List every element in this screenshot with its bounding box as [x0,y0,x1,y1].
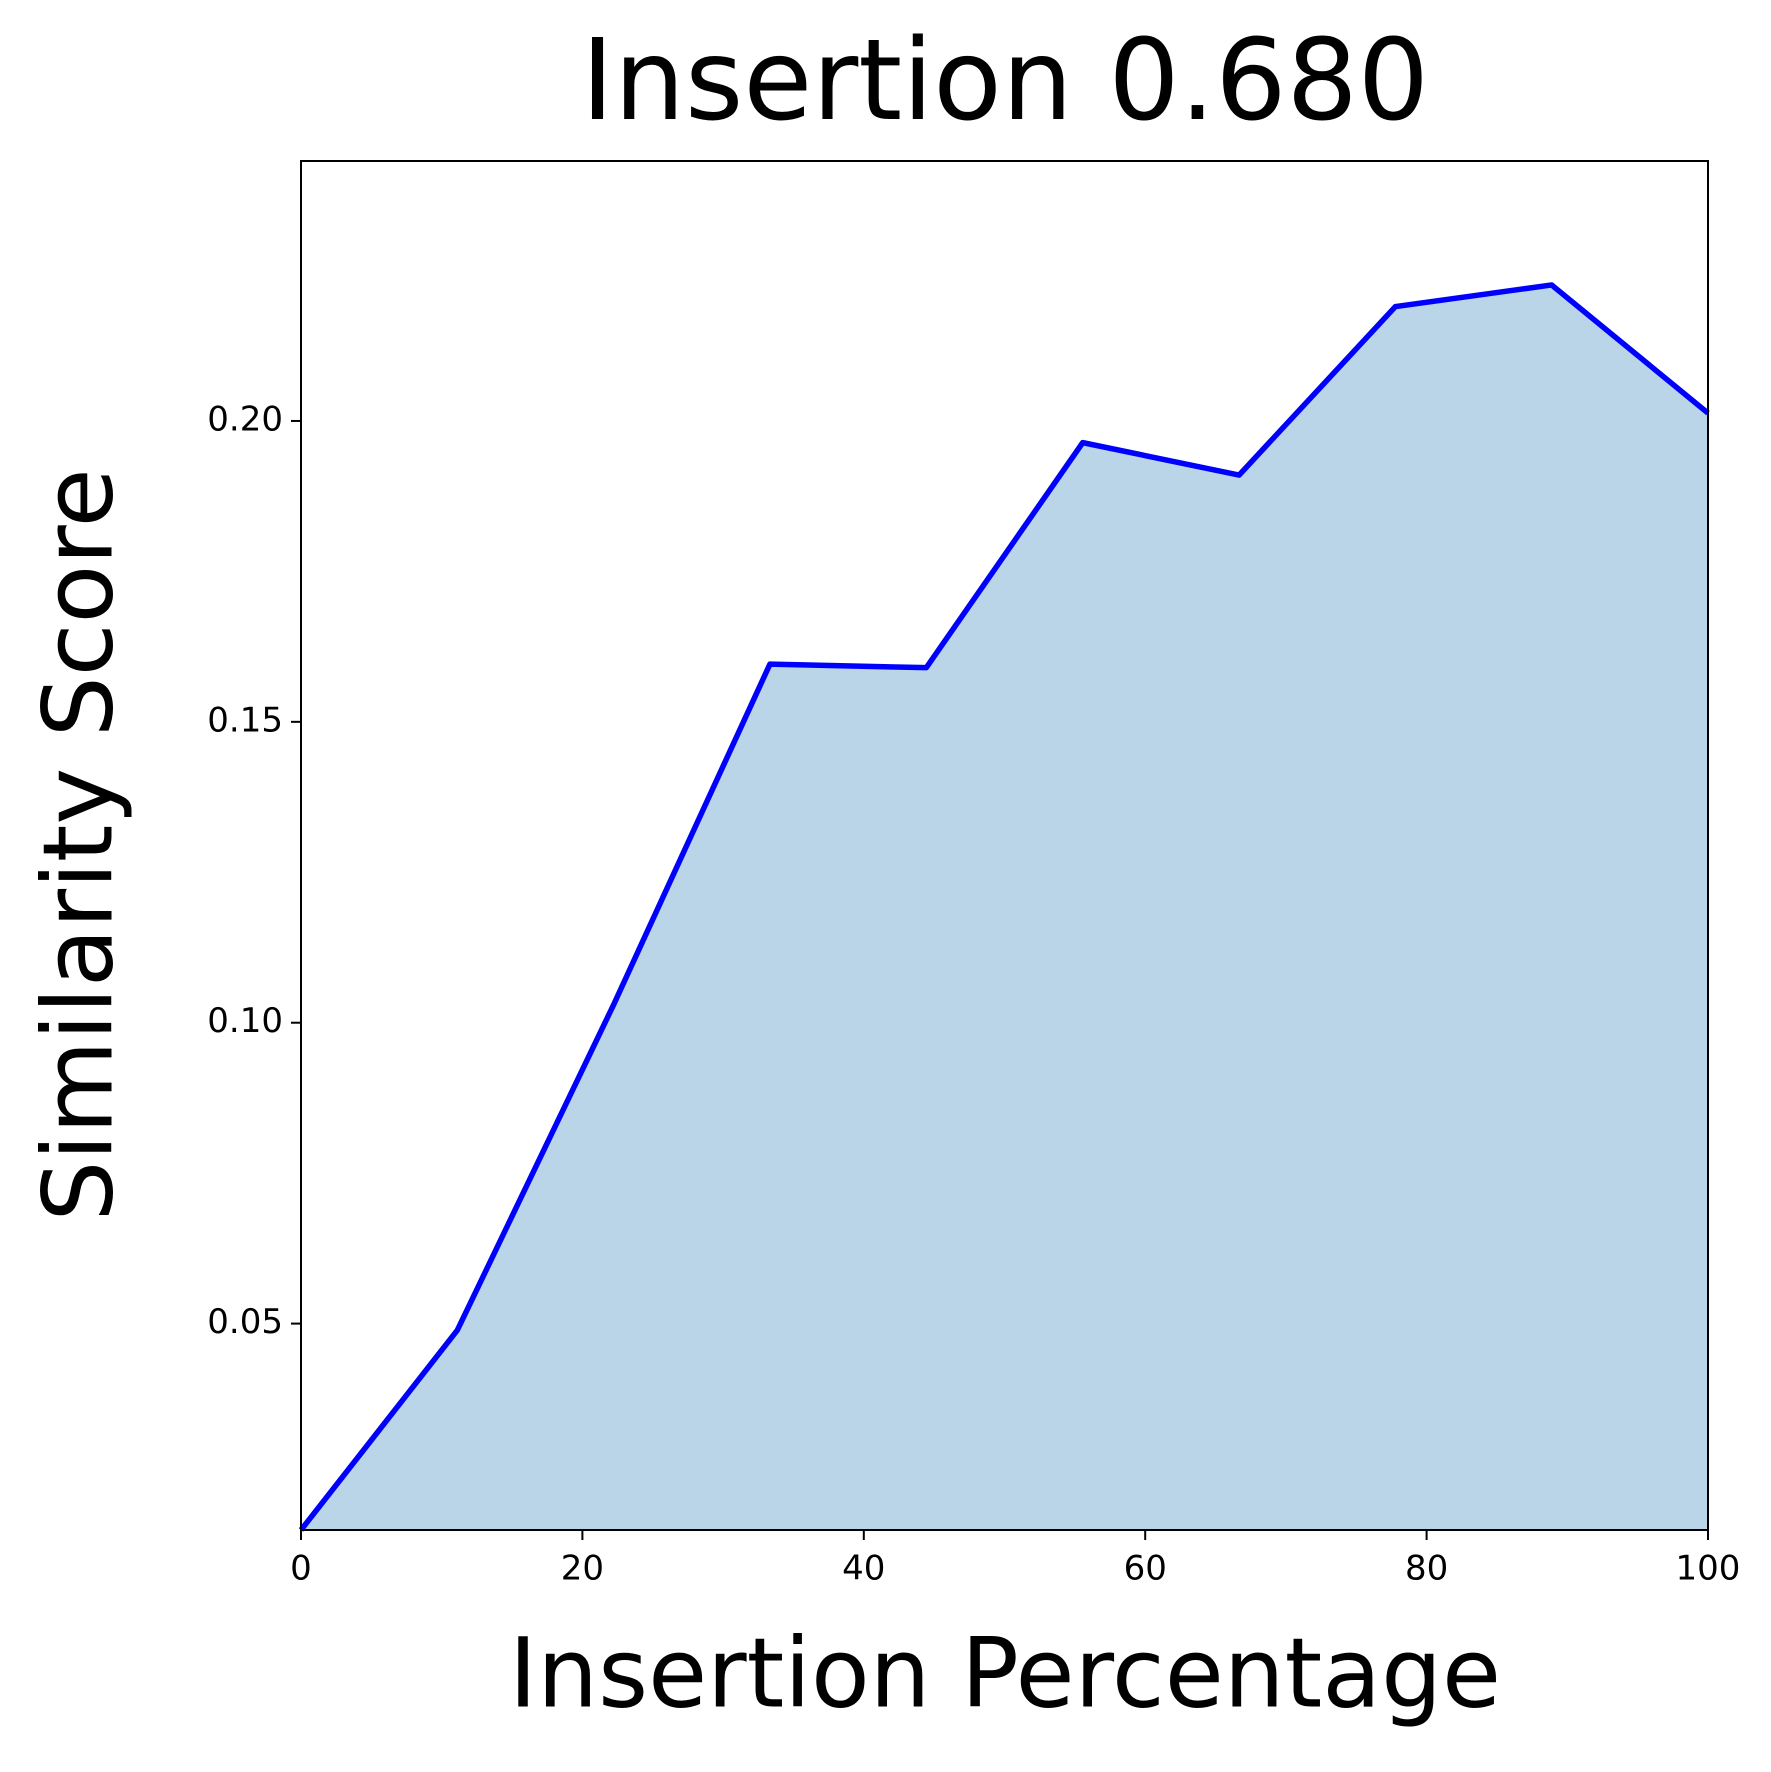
plot-frame [300,160,1709,1531]
y-tick-label: 0.10 [207,1001,283,1041]
y-tick-label: 0.20 [207,399,283,439]
x-tick-label: 100 [1676,1549,1741,1589]
x-axis-label: Insertion Percentage [509,1617,1501,1729]
chart-title: Insertion 0.680 [581,16,1429,146]
x-tick-label: 40 [842,1549,885,1589]
x-tick-label: 20 [561,1549,604,1589]
x-tick-label: 0 [290,1549,312,1589]
y-axis-label: Similarity Score [22,468,134,1221]
x-tick-label: 80 [1405,1549,1448,1589]
line [298,282,1710,1532]
area-fill [301,284,1708,1531]
y-tick-label: 0.05 [207,1302,283,1342]
x-tick-label: 60 [1124,1549,1167,1589]
y-tick-label: 0.15 [207,700,283,740]
